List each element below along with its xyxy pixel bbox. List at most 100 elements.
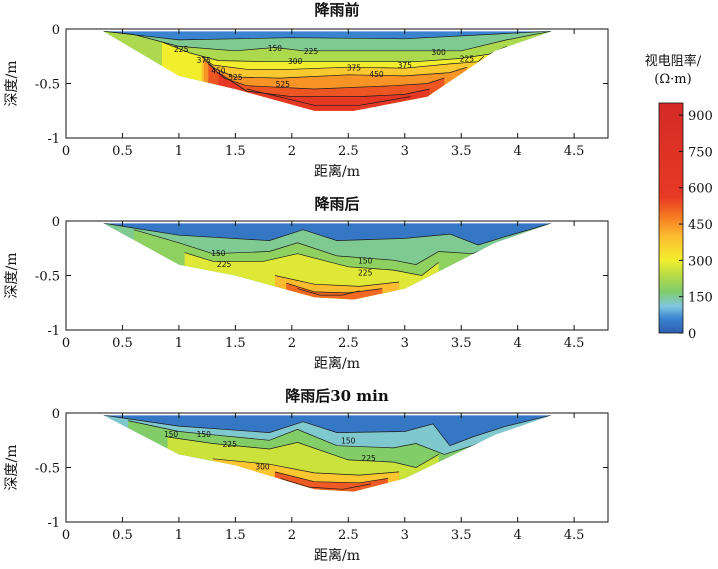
- x-tick-label: 3: [401, 528, 409, 543]
- x-tick-label: 2.5: [338, 528, 359, 543]
- x-tick-label: 0: [62, 336, 70, 351]
- contour-label: 150: [211, 249, 226, 258]
- x-tick-label: 3: [401, 336, 409, 351]
- x-tick-label: 2: [288, 528, 296, 543]
- contour-line: [133, 229, 513, 265]
- contour-line: [218, 72, 430, 97]
- x-tick-label: 2: [288, 336, 296, 351]
- contour-label: 225: [174, 45, 189, 54]
- contour-line: [274, 471, 388, 484]
- x-tick-label: 0: [62, 528, 70, 543]
- x-tick-label: 4: [514, 336, 522, 351]
- resistivity-band: [218, 72, 430, 111]
- contour-line: [161, 41, 507, 63]
- colorbar: 视电阻率/ (Ω·m) 0 150 300 450 600 750 900: [645, 53, 713, 342]
- colorbar-tick-label: 750: [688, 145, 713, 160]
- colorbar-tick-label: 0: [688, 327, 696, 342]
- x-tick-label: 0: [62, 144, 70, 159]
- x-tick-label: 1: [175, 144, 183, 159]
- y-tick-label: -1: [47, 324, 60, 339]
- contour-line: [103, 31, 552, 41]
- x-tick-label: 3.5: [451, 528, 472, 543]
- x-tick-label: 1: [175, 336, 183, 351]
- x-tick-label: 4: [514, 144, 522, 159]
- x-axis-label: 距离/m: [314, 163, 360, 180]
- y-tick-label: -0.5: [35, 78, 60, 93]
- y-axis-label: 深度/m: [4, 253, 20, 299]
- x-tick-label: 3.5: [451, 336, 472, 351]
- contour-line: [103, 223, 552, 246]
- x-tick-label: 1.5: [225, 528, 246, 543]
- x-tick-label: 4.5: [564, 144, 585, 159]
- contour-label: 150: [197, 430, 212, 439]
- y-tick-label: -0.5: [35, 462, 60, 477]
- y-tick-label: -1: [47, 132, 60, 147]
- panel-3: 降雨后30 min 150 150 225 150 225 300 0 0.5 1 1.5 2 2.5 3…: [4, 387, 609, 564]
- colorbar-tick-label: 450: [688, 218, 713, 233]
- x-tick-label: 0.5: [112, 144, 133, 159]
- x-tick-label: 3: [401, 144, 409, 159]
- contour-line: [246, 88, 411, 106]
- contour-line: [167, 436, 439, 468]
- colorbar-gradient: [658, 102, 684, 334]
- contour-line: [184, 252, 439, 276]
- x-tick-label: 0.5: [112, 528, 133, 543]
- x-tick-label: 3.5: [451, 144, 472, 159]
- contour-line: [203, 59, 468, 79]
- colorbar-title-line1: 视电阻率/: [645, 53, 702, 69]
- colorbar-tick-label: 300: [688, 254, 713, 269]
- resistivity-section: [103, 31, 552, 111]
- contour-label: 150: [164, 430, 179, 439]
- panel-title: 降雨后: [314, 195, 359, 213]
- panel-title: 降雨后30 min: [285, 387, 389, 405]
- x-tick-label: 4.5: [564, 336, 585, 351]
- contour-label: 375: [197, 56, 212, 65]
- contour-label: 525: [276, 80, 291, 89]
- resistivity-band: [286, 283, 383, 300]
- contour-line: [208, 63, 445, 90]
- contour-label: 150: [341, 437, 356, 446]
- y-tick-label: 0: [52, 215, 60, 230]
- contour-label: 150: [358, 257, 373, 266]
- panel-2: 降雨后 150 225 150 225 0 0.5 1 1.5 2 2.5 3 3.5 4 4.5 0 -0.5…: [4, 195, 609, 372]
- contour-line: [128, 420, 513, 455]
- resistivity-section: [103, 223, 552, 300]
- contour-label: 375: [398, 61, 413, 70]
- contour-label: 150: [268, 44, 283, 53]
- x-tick-label: 2.5: [338, 144, 359, 159]
- contour-line: [286, 282, 383, 294]
- contour-line: [201, 56, 485, 70]
- contour-line: [103, 415, 552, 447]
- contour-label: 225: [460, 55, 475, 64]
- x-tick-label: 4.5: [564, 528, 585, 543]
- x-tick-label: 0.5: [112, 336, 133, 351]
- contour-label: 375: [347, 63, 362, 72]
- contour-line: [274, 275, 400, 287]
- contour-label: 300: [431, 48, 446, 57]
- x-tick-label: 2.5: [338, 336, 359, 351]
- contour-label: 300: [288, 57, 303, 66]
- x-tick-label: 1: [175, 528, 183, 543]
- contour-line: [280, 478, 371, 490]
- x-axis-label: 距离/m: [314, 547, 360, 564]
- x-tick-label: 4: [514, 528, 522, 543]
- contour-label: 225: [217, 260, 232, 269]
- colorbar-tick-label: 150: [688, 291, 713, 306]
- y-tick-label: 0: [52, 23, 60, 38]
- y-axis-label: 深度/m: [4, 61, 20, 107]
- y-axis-label: 深度/m: [4, 445, 20, 491]
- x-axis-label: 距离/m: [314, 355, 360, 372]
- contour-label: 450: [369, 70, 384, 79]
- contour-line: [212, 458, 400, 476]
- colorbar-tick-label: 900: [688, 109, 713, 124]
- panel-title: 降雨前: [314, 1, 359, 19]
- contour-label: 225: [361, 454, 376, 463]
- y-tick-label: -1: [47, 516, 60, 531]
- contour-label: 300: [255, 463, 270, 472]
- y-tick-label: 0: [52, 407, 60, 422]
- colorbar-tick-label: 600: [688, 182, 713, 197]
- contour-label: 525: [228, 73, 243, 82]
- contour-label: 225: [223, 440, 238, 449]
